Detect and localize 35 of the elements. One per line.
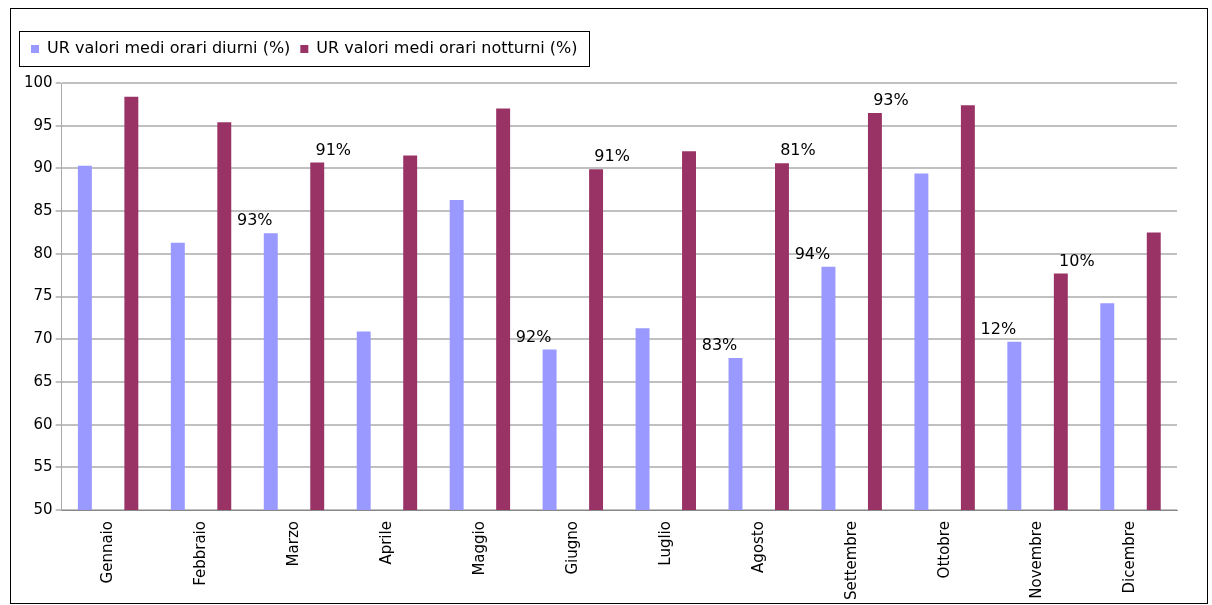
x-tick-label: Agosto [748, 521, 767, 573]
annotation: 83% [701, 335, 738, 355]
x-tick-label: Giugno [562, 521, 581, 575]
y-tick-label: 50 [33, 499, 53, 518]
x-tick-label: Dicembre [1120, 521, 1139, 594]
legend-label: UR valori medi orari diurni (%) [47, 38, 291, 58]
y-tick-label: 60 [33, 414, 53, 433]
legend-label: UR valori medi orari notturni (%) [316, 38, 578, 58]
x-tick-label: Settembre [841, 521, 860, 601]
x-tick-label: Aprile [376, 521, 395, 565]
x-tick-label: Ottobre [934, 521, 953, 579]
x-tick-label: Febbraio [190, 521, 209, 586]
y-tick-label: 95 [33, 115, 53, 134]
annotation: 93% [873, 90, 909, 110]
x-tick-label: Gennaio [97, 521, 116, 584]
annotation: 94% [794, 243, 831, 263]
x-tick-label: Novembre [1027, 521, 1046, 599]
y-tick-label: 55 [33, 457, 53, 476]
annotation: 91% [594, 146, 630, 166]
annotation: 93% [236, 210, 273, 230]
x-tick-label: Luglio [655, 521, 674, 566]
y-tick-label: 85 [33, 201, 53, 220]
annotation: 81% [780, 140, 816, 160]
annotation: 12% [980, 318, 1017, 338]
annotation: 91% [315, 139, 352, 159]
x-tick-label: Marzo [283, 521, 302, 567]
y-tick-label: 100 [23, 72, 53, 91]
y-tick-label: 65 [33, 371, 53, 390]
y-tick-label: 70 [33, 329, 53, 348]
x-tick-label: Maggio [469, 521, 488, 576]
y-tick-label: 80 [33, 243, 53, 262]
annotation: 10% [1059, 250, 1095, 270]
y-tick-label: 90 [33, 158, 53, 177]
annotation: 92% [515, 326, 552, 346]
y-tick-label: 75 [33, 286, 53, 305]
